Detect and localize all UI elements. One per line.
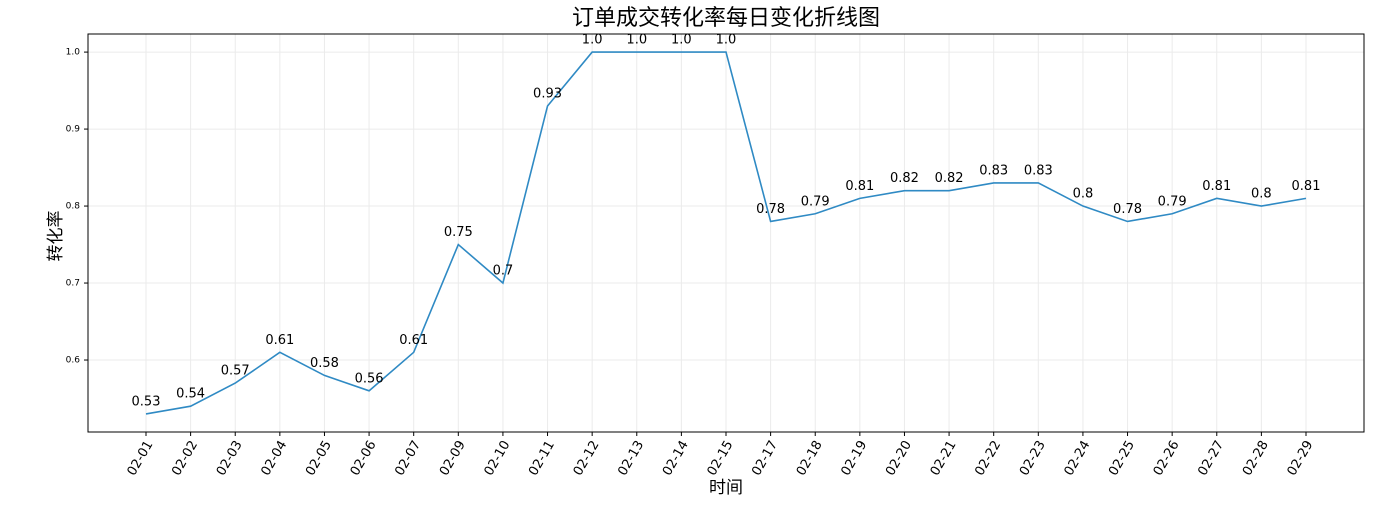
y-tick-label: 1.0 [66, 48, 81, 58]
data-label: 0.93 [533, 86, 562, 101]
data-label: 0.58 [310, 356, 339, 371]
x-tick-label: 02-10 [482, 438, 514, 478]
data-label: 0.78 [756, 202, 785, 217]
x-tick-label: 02-20 [883, 438, 915, 478]
data-label: 0.81 [1292, 179, 1321, 194]
x-tick-label: 02-04 [258, 438, 290, 478]
data-label: 0.61 [265, 333, 294, 348]
x-tick-label: 02-14 [660, 438, 692, 478]
data-label: 0.83 [1024, 163, 1053, 178]
x-tick-label: 02-23 [1017, 438, 1049, 478]
x-tick-label: 02-17 [749, 438, 781, 478]
data-label: 0.8 [1251, 187, 1272, 202]
data-label: 0.61 [399, 333, 428, 348]
x-tick-label: 02-28 [1240, 438, 1272, 478]
x-tick-label: 02-02 [169, 438, 201, 478]
x-tick-label: 02-27 [1195, 438, 1227, 478]
data-label: 0.81 [1202, 179, 1231, 194]
x-tick-label: 02-12 [571, 438, 603, 478]
x-tick-label: 02-15 [705, 438, 737, 478]
y-axis-label: 转化率 [46, 211, 66, 262]
data-label: 1.0 [671, 33, 692, 48]
x-tick-label: 02-03 [214, 438, 246, 478]
x-tick-label: 02-26 [1151, 438, 1183, 478]
x-tick-label: 02-07 [392, 438, 424, 478]
data-label: 0.79 [801, 194, 830, 209]
data-label: 0.75 [444, 225, 473, 240]
x-tick-label: 02-01 [125, 438, 157, 478]
data-label: 0.57 [221, 364, 250, 379]
x-tick-label: 02-13 [615, 438, 647, 478]
data-label: 0.83 [979, 163, 1008, 178]
x-tick-label: 02-29 [1285, 438, 1317, 478]
x-tick-label: 02-18 [794, 438, 826, 478]
x-tick-label: 02-19 [838, 438, 870, 478]
data-label: 0.56 [355, 371, 384, 386]
data-label: 0.82 [935, 171, 964, 186]
data-label: 0.7 [493, 264, 514, 279]
plot-frame [87, 33, 1365, 433]
x-tick-label: 02-06 [348, 438, 380, 478]
x-tick-label: 02-11 [526, 438, 558, 478]
data-label: 0.82 [890, 171, 919, 186]
y-tick-label: 0.6 [66, 356, 81, 366]
data-label: 0.81 [845, 179, 874, 194]
x-tick-label: 02-21 [928, 438, 960, 478]
x-tick-label: 02-09 [437, 438, 469, 478]
x-axis-label: 时间 [709, 478, 743, 498]
data-label: 1.0 [582, 33, 603, 48]
x-tick-label: 02-22 [972, 438, 1004, 478]
y-tick-label: 0.8 [66, 202, 81, 212]
y-tick-label: 0.9 [66, 125, 81, 135]
data-label: 0.53 [132, 394, 161, 409]
data-label: 0.54 [176, 387, 205, 402]
data-label: 0.8 [1073, 187, 1094, 202]
data-label: 1.0 [626, 33, 647, 48]
data-label: 0.79 [1158, 194, 1187, 209]
y-tick-label: 0.7 [66, 279, 80, 289]
data-label: 1.0 [716, 33, 737, 48]
x-tick-label: 02-25 [1106, 438, 1138, 478]
x-tick-label: 02-05 [303, 438, 335, 478]
chart-title: 订单成交转化率每日变化折线图 [572, 6, 880, 31]
data-label: 0.78 [1113, 202, 1142, 217]
x-tick-label: 02-24 [1062, 438, 1094, 478]
data-line [145, 51, 1307, 415]
